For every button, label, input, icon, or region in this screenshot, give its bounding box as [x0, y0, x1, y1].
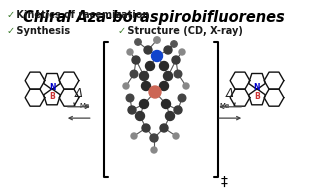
Circle shape	[160, 124, 168, 132]
Circle shape	[144, 46, 152, 54]
Circle shape	[171, 41, 177, 47]
Circle shape	[154, 37, 160, 43]
Circle shape	[172, 56, 180, 64]
Circle shape	[159, 81, 168, 91]
Text: ‡: ‡	[221, 175, 228, 189]
Circle shape	[174, 70, 182, 78]
Circle shape	[142, 81, 150, 91]
Text: N: N	[254, 83, 260, 92]
Text: Me: Me	[80, 103, 90, 109]
Text: Me: Me	[219, 103, 229, 109]
Circle shape	[178, 94, 186, 102]
Circle shape	[130, 70, 138, 78]
Circle shape	[142, 124, 150, 132]
Text: ✓: ✓	[6, 10, 14, 20]
Circle shape	[183, 83, 189, 89]
Circle shape	[132, 56, 140, 64]
Text: Chiral Aza-boraspirobifluorenes: Chiral Aza-boraspirobifluorenes	[23, 10, 285, 25]
Circle shape	[126, 94, 134, 102]
Circle shape	[151, 50, 163, 61]
Circle shape	[179, 49, 185, 55]
Circle shape	[131, 133, 137, 139]
Text: Kinetics of racemization: Kinetics of racemization	[13, 10, 150, 20]
Circle shape	[136, 112, 145, 121]
Circle shape	[163, 71, 172, 81]
Circle shape	[139, 99, 149, 108]
Circle shape	[164, 46, 172, 54]
Circle shape	[127, 49, 133, 55]
Circle shape	[173, 133, 179, 139]
Circle shape	[162, 99, 171, 108]
Circle shape	[135, 39, 141, 45]
Text: ✓: ✓	[6, 26, 14, 36]
Circle shape	[128, 106, 136, 114]
Circle shape	[166, 112, 175, 121]
Text: B: B	[254, 92, 260, 101]
Circle shape	[146, 61, 154, 70]
Text: Structure (CD, X-ray): Structure (CD, X-ray)	[125, 26, 243, 36]
Text: B: B	[49, 92, 55, 101]
Text: Δ: Δ	[75, 87, 83, 100]
Text: Synthesis: Synthesis	[13, 26, 70, 36]
Text: N: N	[49, 83, 55, 92]
Text: ✓: ✓	[117, 26, 125, 36]
Circle shape	[159, 61, 168, 70]
Circle shape	[123, 83, 129, 89]
Circle shape	[149, 86, 161, 98]
Circle shape	[151, 147, 157, 153]
Circle shape	[139, 71, 149, 81]
Circle shape	[150, 134, 158, 142]
Text: Δ: Δ	[226, 87, 234, 100]
Circle shape	[174, 106, 182, 114]
